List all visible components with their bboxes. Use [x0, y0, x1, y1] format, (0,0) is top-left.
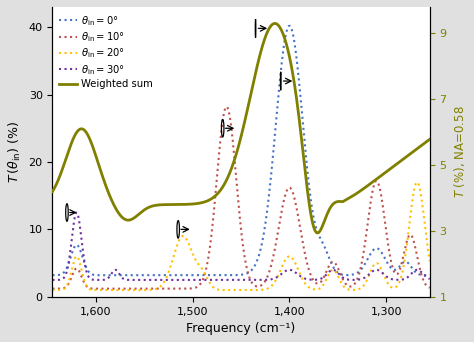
X-axis label: Frequency (cm⁻¹): Frequency (cm⁻¹) [186, 322, 296, 335]
Legend: $\theta_{\rm in}=0°$, $\theta_{\rm in}=10°$, $\theta_{\rm in}=20°$, $\theta_{\rm: $\theta_{\rm in}=0°$, $\theta_{\rm in}=1… [57, 12, 155, 91]
Y-axis label: $T$ (%), NA=0.58: $T$ (%), NA=0.58 [452, 106, 467, 198]
Y-axis label: $T\,(\theta_{\rm in})$ (%): $T\,(\theta_{\rm in})$ (%) [7, 121, 23, 183]
